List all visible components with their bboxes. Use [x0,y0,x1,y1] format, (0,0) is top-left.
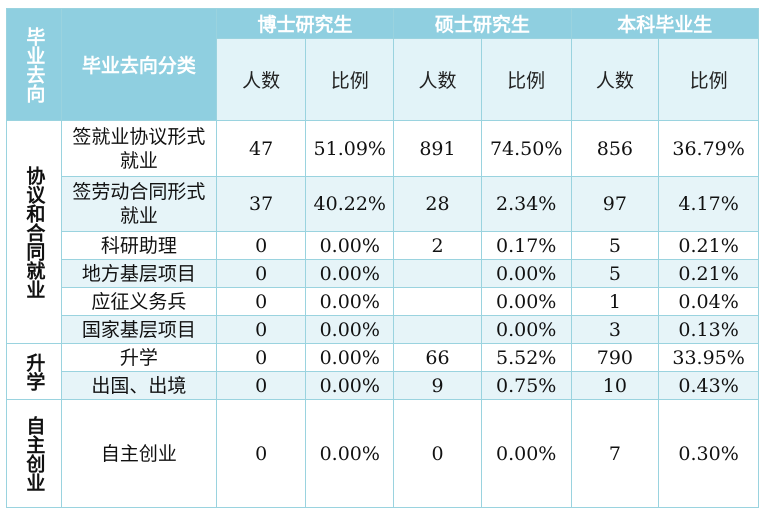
table-row: 国家基层项目 0 0.00% 0.00% 3 0.13% [7,315,759,344]
phd-count-cell: 0 [215,287,307,316]
phd-count-cell: 0 [215,315,307,344]
table-row: 科研助理 0 0.00% 2 0.17% 5 0.21% [7,231,759,260]
phd-ratio-cell: 0.00% [305,287,395,316]
table-row: 出国、出境 0 0.00% 9 0.75% 10 0.43% [7,371,759,400]
subheader-bachelor-count: 人数 [570,38,660,121]
row-category: 签就业协议形式就业 [60,120,217,177]
group-header-bachelor: 本科毕业生 [570,8,759,39]
master-count-cell: 891 [393,120,482,177]
phd-ratio-cell: 0.00% [305,371,395,400]
master-ratio-cell: 2.34% [480,176,572,232]
bachelor-count-cell: 790 [570,343,660,372]
bachelor-ratio-cell: 0.21% [658,231,759,260]
master-ratio-cell: 0.75% [480,371,572,400]
header-row-groups: 毕业去向 毕业去向分类 博士研究生 硕士研究生 本科毕业生 [6,8,759,121]
master-count-cell: 28 [393,176,482,232]
header-row-subcolumns: 人数 比例 人数 比例 人数 比例 [7,38,759,121]
master-ratio-cell: 0.00% [480,259,572,288]
phd-count-cell: 0 [215,343,307,372]
subheader-phd-ratio: 比例 [305,38,395,121]
corner-header: 毕业去向 [6,8,62,121]
subheader-master-ratio: 比例 [480,38,572,121]
bachelor-count-cell: 856 [570,120,660,177]
bachelor-count-cell: 7 [570,399,660,508]
phd-ratio-cell: 0.00% [305,315,395,344]
phd-ratio-cell: 0.00% [305,231,395,260]
subheader-master-count: 人数 [393,38,482,121]
bachelor-count-cell: 5 [570,259,660,288]
phd-ratio-cell: 0.00% [305,343,395,372]
row-category: 自主创业 [60,399,217,508]
phd-ratio-cell: 40.22% [305,176,395,232]
row-category: 科研助理 [60,231,217,260]
bachelor-ratio-cell: 33.95% [658,343,759,372]
employment-destination-table: 毕业去向 毕业去向分类 博士研究生 硕士研究生 本科毕业生 人数 比例 人数 比… [6,8,759,508]
group-header-master: 硕士研究生 [393,8,572,39]
phd-count-cell: 47 [215,120,307,177]
bachelor-ratio-cell: 0.13% [658,315,759,344]
phd-count-cell: 37 [215,176,307,232]
master-count-cell: 66 [393,343,482,372]
bachelor-count-cell: 5 [570,231,660,260]
master-count-cell: 9 [393,371,482,400]
table-row: 自主创业 自主创业 0 0.00% 0 0.00% 7 0.30% [6,399,759,508]
section-label-entrepreneurship: 自主创业 [6,399,62,508]
section-label-contract: 协议和合同就业 [6,120,62,344]
bachelor-ratio-cell: 0.04% [658,287,759,316]
bachelor-ratio-cell: 0.30% [658,399,759,508]
phd-count-cell: 0 [215,259,307,288]
bachelor-count-cell: 3 [570,315,660,344]
master-ratio-cell: 5.52% [480,343,572,372]
row-category: 升学 [60,343,217,372]
master-count-cell: 0 [393,399,482,508]
subheader-phd-count: 人数 [215,38,307,121]
bachelor-count-cell: 10 [570,371,660,400]
master-ratio-cell: 0.00% [480,287,572,316]
row-category: 地方基层项目 [60,259,217,288]
row-category: 签劳动合同形式就业 [60,176,217,232]
master-count-cell: 2 [393,231,482,260]
bachelor-ratio-cell: 4.17% [658,176,759,232]
employment-table-wrapper: 毕业去向 毕业去向分类 博士研究生 硕士研究生 本科毕业生 人数 比例 人数 比… [6,8,759,508]
section-label-further-study: 升学 [6,343,62,400]
category-column-header: 毕业去向分类 [60,8,217,121]
group-header-phd: 博士研究生 [215,8,395,39]
table-row: 协议和合同就业 签就业协议形式就业 47 51.09% 891 74.50% 8… [6,120,759,344]
subheader-bachelor-ratio: 比例 [658,38,759,121]
master-ratio-cell: 74.50% [480,120,572,177]
bachelor-ratio-cell: 0.21% [658,259,759,288]
phd-ratio-cell: 0.00% [305,259,395,288]
phd-ratio-cell: 51.09% [305,120,395,177]
bachelor-ratio-cell: 36.79% [658,120,759,177]
bachelor-ratio-cell: 0.43% [658,371,759,400]
master-ratio-cell: 0.00% [480,315,572,344]
row-category: 国家基层项目 [60,315,217,344]
phd-count-cell: 0 [215,399,307,508]
row-category: 应征义务兵 [60,287,217,316]
master-ratio-cell: 0.17% [480,231,572,260]
phd-ratio-cell: 0.00% [305,399,395,508]
phd-count-cell: 0 [215,231,307,260]
master-count-cell [393,315,482,344]
table-row: 应征义务兵 0 0.00% 0.00% 1 0.04% [7,287,759,316]
row-category: 出国、出境 [60,371,217,400]
table-row: 签劳动合同形式就业 37 40.22% 28 2.34% 97 4.17% [7,176,759,232]
phd-count-cell: 0 [215,371,307,400]
master-ratio-cell: 0.00% [480,399,572,508]
bachelor-count-cell: 97 [570,176,660,232]
bachelor-count-cell: 1 [570,287,660,316]
table-row: 地方基层项目 0 0.00% 0.00% 5 0.21% [7,259,759,288]
master-count-cell [393,259,482,288]
master-count-cell [393,287,482,316]
table-row: 升学 升学 0 0.00% 66 5.52% 790 33.95% [6,343,759,400]
